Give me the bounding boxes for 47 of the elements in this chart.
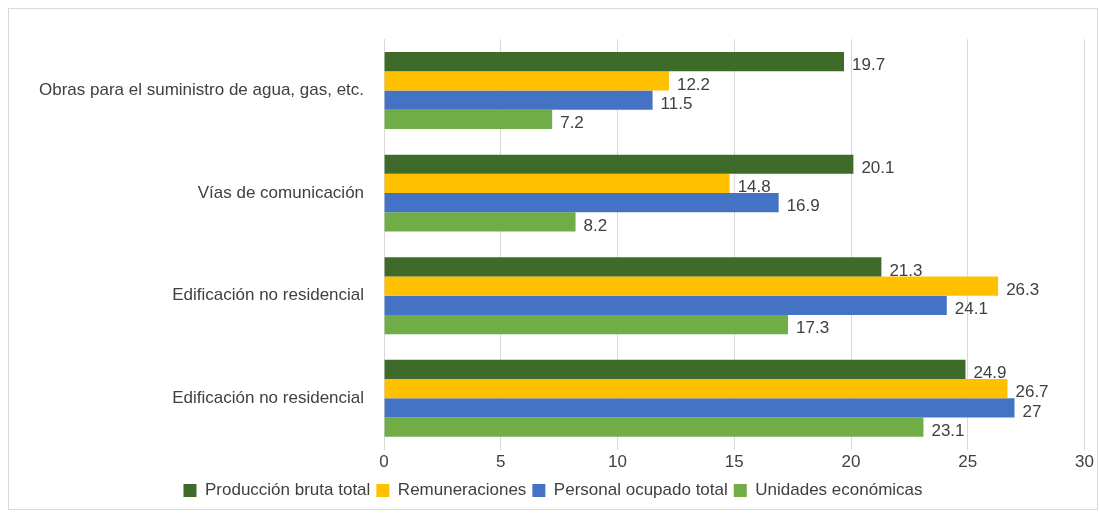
data-label: 21.3 (889, 260, 923, 280)
x-tick-label: 10 (608, 452, 628, 472)
legend-label: Personal ocupado total (553, 480, 728, 500)
data-label: 20.1 (861, 157, 895, 177)
bar (384, 314, 789, 335)
data-label: 8.2 (583, 215, 608, 235)
x-tick-label: 5 (496, 452, 506, 472)
bar (384, 109, 553, 129)
data-label: 24.1 (954, 299, 988, 319)
data-label: 7.2 (560, 113, 584, 133)
y-tick-label: Edificación no residencial (172, 285, 365, 305)
bar (384, 257, 882, 277)
legend-label: Unidades económicas (755, 480, 923, 500)
bar (384, 71, 669, 91)
data-label: 16.9 (786, 196, 820, 216)
data-label: 27 (1022, 401, 1042, 421)
data-label: 23.1 (931, 420, 965, 440)
y-tick-label: Edificación no residencial (172, 387, 365, 407)
bar (384, 379, 1008, 399)
data-label: 17.3 (796, 318, 830, 338)
x-tick-label: 25 (958, 452, 978, 472)
x-tick-label: 15 (724, 452, 744, 472)
data-label: 26.7 (1015, 382, 1049, 402)
bar (384, 276, 999, 296)
legend-label: Remuneraciones (397, 480, 527, 500)
bar (384, 295, 947, 315)
bar (384, 212, 576, 232)
bar (384, 398, 1015, 418)
y-tick-label: Obras para el suministro de agua, gas, etc. (39, 80, 365, 100)
bar (384, 154, 854, 174)
bar (384, 52, 845, 72)
bar (384, 193, 779, 213)
legend-label: Producción bruta total (204, 480, 371, 500)
bar (384, 417, 924, 437)
data-label: 11.5 (660, 93, 693, 113)
data-label: 12.2 (676, 74, 711, 94)
x-tick-label: 0 (379, 452, 389, 472)
data-label: 14.8 (737, 177, 771, 197)
x-tick-label: 30 (1075, 452, 1095, 472)
data-label: 24.9 (973, 363, 1007, 383)
y-tick-label: Vías de comunicación (197, 182, 365, 202)
bar (384, 173, 730, 194)
x-tick-label: 20 (841, 452, 861, 472)
bar (384, 90, 653, 110)
bar (384, 359, 966, 380)
data-label: 19.7 (852, 55, 886, 75)
data-label: 26.3 (1006, 279, 1040, 299)
